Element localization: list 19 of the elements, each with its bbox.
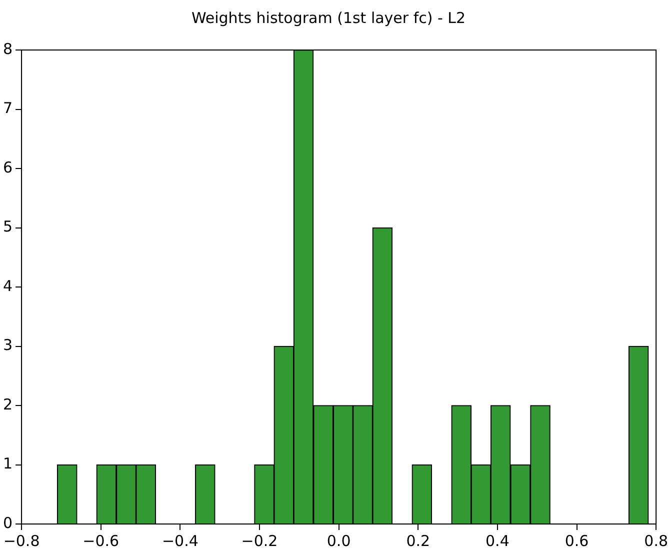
- x-tick-label: −0.8: [3, 532, 40, 550]
- x-tick-label: 0.4: [486, 532, 510, 550]
- y-tick-label: 7: [2, 99, 13, 118]
- chart-title: Weights histogram (1st layer fc) - L2: [191, 8, 466, 27]
- y-tick-label: 5: [2, 218, 13, 236]
- y-tick-label: 1: [2, 454, 13, 473]
- x-tick-label: −0.2: [241, 532, 278, 550]
- y-tick-label: 8: [2, 40, 13, 58]
- x-tick-label: 0.0: [326, 532, 351, 550]
- x-tick-label: −0.6: [82, 532, 120, 550]
- x-tick-label: −0.4: [162, 532, 198, 550]
- y-tick-label: 4: [2, 276, 13, 295]
- y-tick-label: 0: [2, 514, 13, 532]
- x-tick-label: 0.2: [406, 532, 430, 550]
- x-tick-label: 0.8: [644, 532, 668, 550]
- y-tick-label: 2: [2, 395, 13, 414]
- y-tick-label: 6: [2, 158, 13, 176]
- y-tick-label: 3: [2, 336, 13, 354]
- x-tick-label: 0.6: [564, 532, 589, 550]
